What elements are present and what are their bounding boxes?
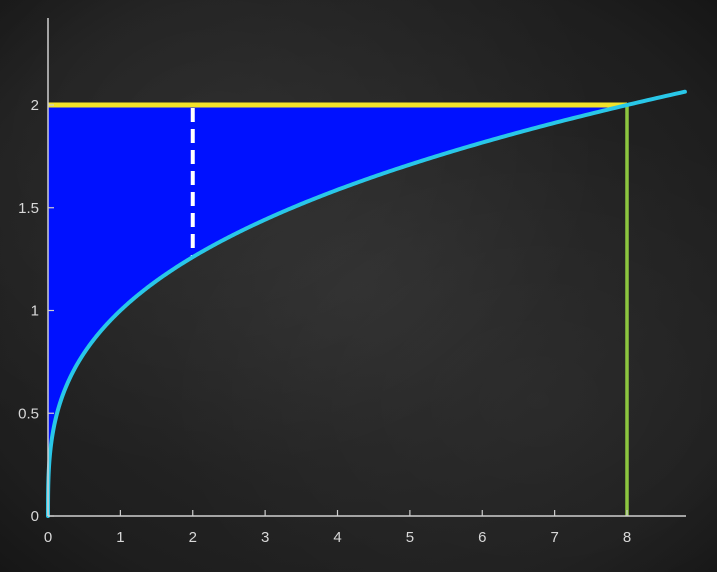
x-tick-label: 6 <box>478 529 486 546</box>
x-tick-label: 4 <box>333 529 341 546</box>
tick-labels: 0 1 2 3 4 5 6 7 8 0 0.5 1 1.5 2 <box>18 97 631 546</box>
x-tick-label: 3 <box>261 529 269 546</box>
x-tick-label: 5 <box>406 529 414 546</box>
axes <box>47 18 686 517</box>
y-tick-label: 1 <box>31 303 39 320</box>
x-tick-label: 2 <box>189 529 197 546</box>
x-tick-label: 7 <box>550 529 558 546</box>
x-tick-label: 1 <box>116 529 124 546</box>
shaded-region <box>48 105 627 516</box>
x-tick-label: 0 <box>44 529 52 546</box>
y-tick-label: 2 <box>31 97 39 114</box>
curve-cube-root <box>46 89 687 518</box>
y-tick-label: 0.5 <box>18 405 39 422</box>
reference-lines-layer <box>48 102 629 516</box>
x-tick-label: 8 <box>623 529 631 546</box>
shaded-region-layer <box>48 105 627 516</box>
curve-layer <box>46 89 687 518</box>
y-tick-label: 1.5 <box>18 200 39 217</box>
y-tick-label: 0 <box>31 508 39 525</box>
